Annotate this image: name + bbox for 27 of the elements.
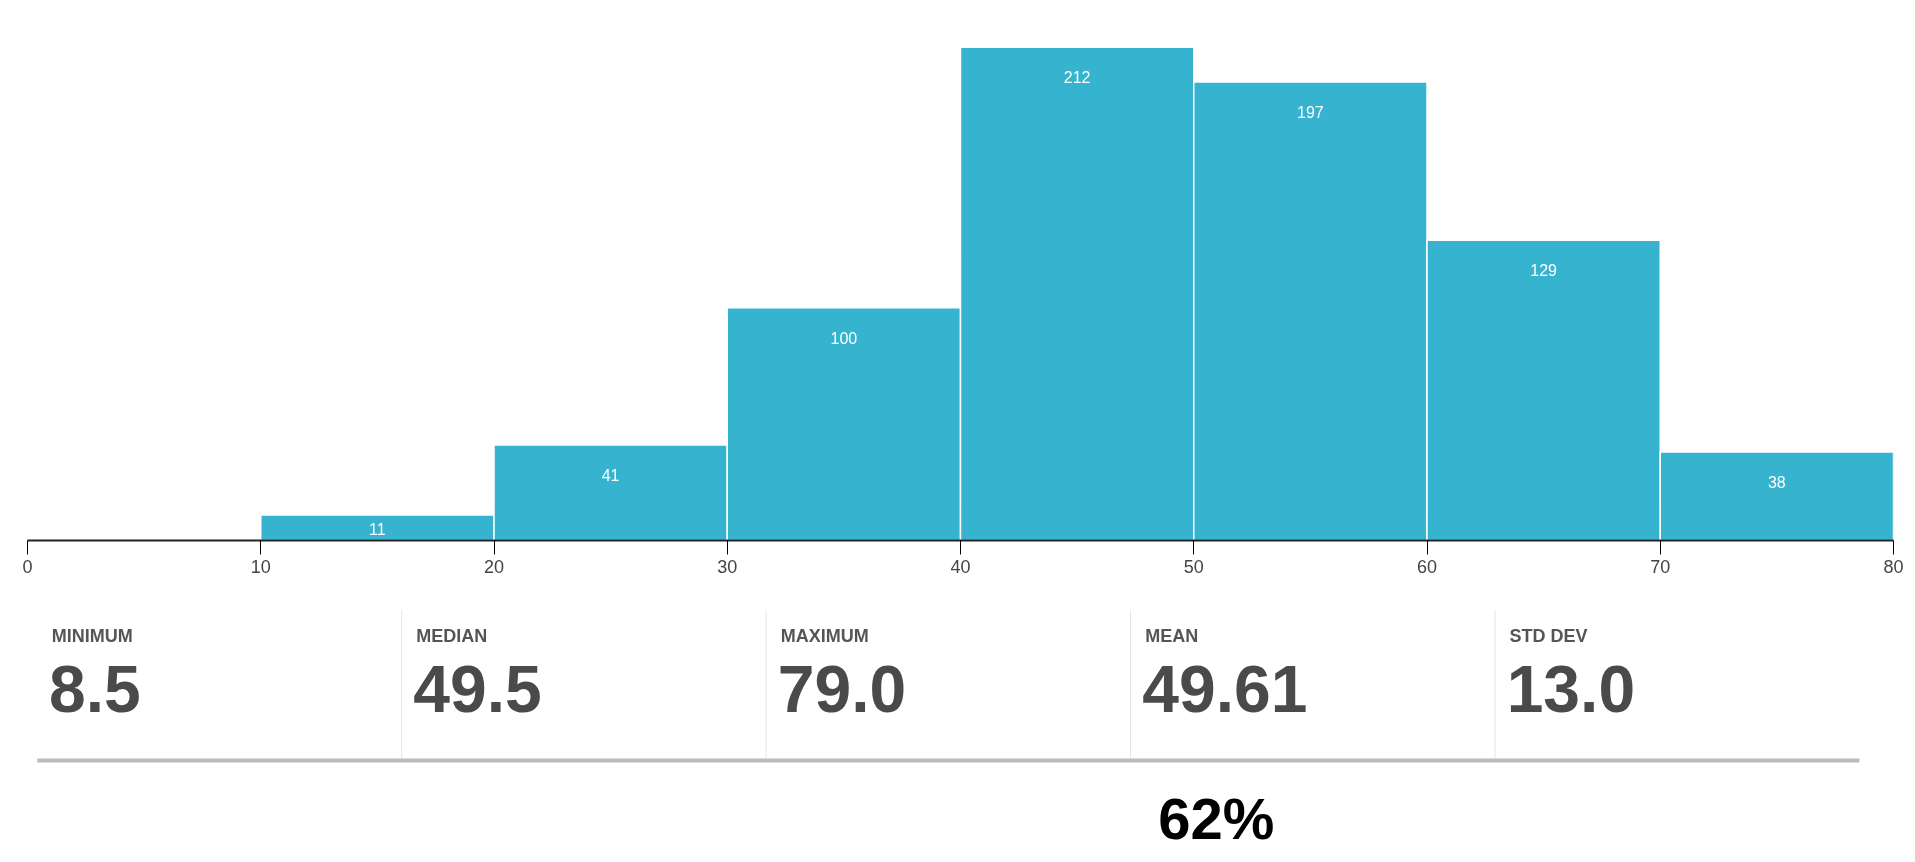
x-tick-label: 60 bbox=[1416, 556, 1438, 577]
x-tick-label: 20 bbox=[483, 556, 505, 577]
x-tick-label: 10 bbox=[250, 556, 271, 577]
data-label: 41 bbox=[601, 467, 620, 485]
x-tick-label: 0 bbox=[22, 556, 33, 577]
x-tick-label: 70 bbox=[1650, 556, 1671, 577]
text: 8.5 bbox=[48, 651, 141, 726]
text: 62% bbox=[1158, 785, 1275, 851]
text: 13.0 bbox=[1506, 651, 1636, 726]
x-tick-label: 50 bbox=[1183, 556, 1204, 577]
x-tick-label: 40 bbox=[950, 556, 971, 577]
text: 49.5 bbox=[413, 651, 542, 726]
x-tick-label: 30 bbox=[717, 556, 738, 577]
data-label: 100 bbox=[830, 329, 858, 347]
data-label: 197 bbox=[1297, 104, 1324, 122]
text: MINIMUM bbox=[51, 625, 133, 646]
text: STD DEV bbox=[1509, 625, 1588, 646]
text: 79.0 bbox=[777, 651, 907, 726]
data-label: 212 bbox=[1063, 69, 1091, 87]
text: 49.61 bbox=[1142, 651, 1308, 726]
text: MEAN bbox=[1145, 625, 1199, 646]
data-label: 129 bbox=[1530, 262, 1558, 280]
data-label: 38 bbox=[1767, 474, 1786, 492]
text: MEDIAN bbox=[416, 625, 488, 646]
text: MAXIMUM bbox=[780, 625, 869, 646]
data-label: 11 bbox=[369, 520, 386, 538]
x-tick-label: 80 bbox=[1883, 556, 1904, 577]
